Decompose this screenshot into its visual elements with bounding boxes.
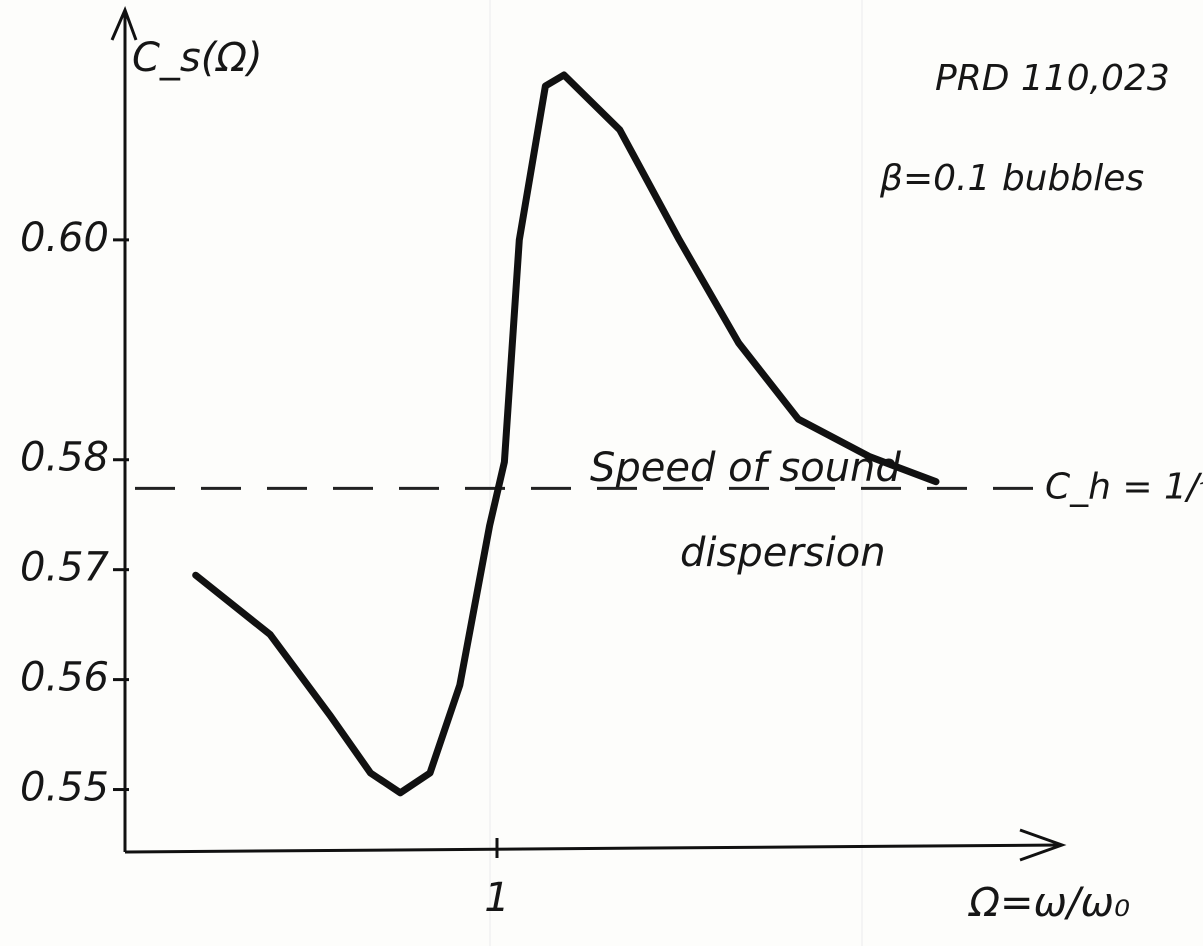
- x-axis: [124, 843, 1061, 854]
- y-tick-label: 0.58: [20, 435, 109, 481]
- annotation: Speed of sound: [590, 445, 901, 491]
- y-tick-label: 0.55: [20, 765, 109, 811]
- data-line: [192, 71, 940, 797]
- y-tick-label: 0.57: [20, 545, 110, 591]
- y-tick-label: 0.56: [20, 655, 109, 701]
- reference-label: C_h = 1/√3: [1045, 466, 1203, 507]
- y-axis-label: C_s(Ω): [132, 35, 263, 81]
- note: β=0.1 bubbles: [879, 158, 1144, 199]
- y-tick-label: 0.60: [20, 215, 109, 261]
- x-axis-arrow: [1019, 828, 1067, 862]
- x-tick-label: 1: [484, 875, 509, 921]
- note: PRD 110,023: [935, 58, 1170, 99]
- y-axis-arrow: [110, 5, 138, 41]
- annotation: dispersion: [680, 530, 886, 576]
- x-axis-label: Ω=ω/ω₀: [967, 880, 1130, 926]
